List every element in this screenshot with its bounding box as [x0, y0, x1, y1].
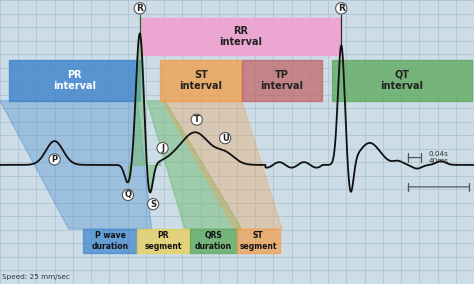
Bar: [237, 229, 280, 253]
Text: J: J: [161, 144, 164, 153]
Text: T: T: [194, 115, 200, 124]
Text: QRS
duration: QRS duration: [195, 231, 232, 251]
Bar: [83, 229, 137, 253]
Polygon shape: [147, 101, 242, 229]
Text: Q: Q: [125, 191, 131, 199]
Text: S: S: [150, 200, 156, 209]
Bar: [9, 60, 140, 101]
Bar: [160, 60, 242, 101]
Bar: [190, 229, 237, 253]
Text: R: R: [338, 4, 345, 13]
Text: PR
interval: PR interval: [53, 70, 96, 91]
Text: TP
interval: TP interval: [261, 70, 303, 91]
Polygon shape: [0, 101, 152, 229]
Bar: [137, 229, 190, 253]
Text: ST
segment: ST segment: [239, 231, 277, 251]
Text: RR
interval: RR interval: [219, 26, 262, 47]
Text: P wave
duration: P wave duration: [91, 231, 129, 251]
Text: Speed: 25 mm/sec: Speed: 25 mm/sec: [2, 274, 70, 280]
Bar: [242, 60, 322, 101]
Text: P: P: [52, 155, 57, 164]
Text: R: R: [137, 4, 143, 13]
Text: 0.04s
40ms: 0.04s 40ms: [429, 151, 449, 164]
Polygon shape: [163, 101, 282, 229]
Bar: [332, 60, 472, 101]
Text: PR
segment: PR segment: [145, 231, 182, 251]
Bar: [140, 18, 341, 55]
Text: ST
interval: ST interval: [180, 70, 222, 91]
Text: U: U: [222, 134, 228, 143]
Text: QT
interval: QT interval: [380, 70, 423, 91]
